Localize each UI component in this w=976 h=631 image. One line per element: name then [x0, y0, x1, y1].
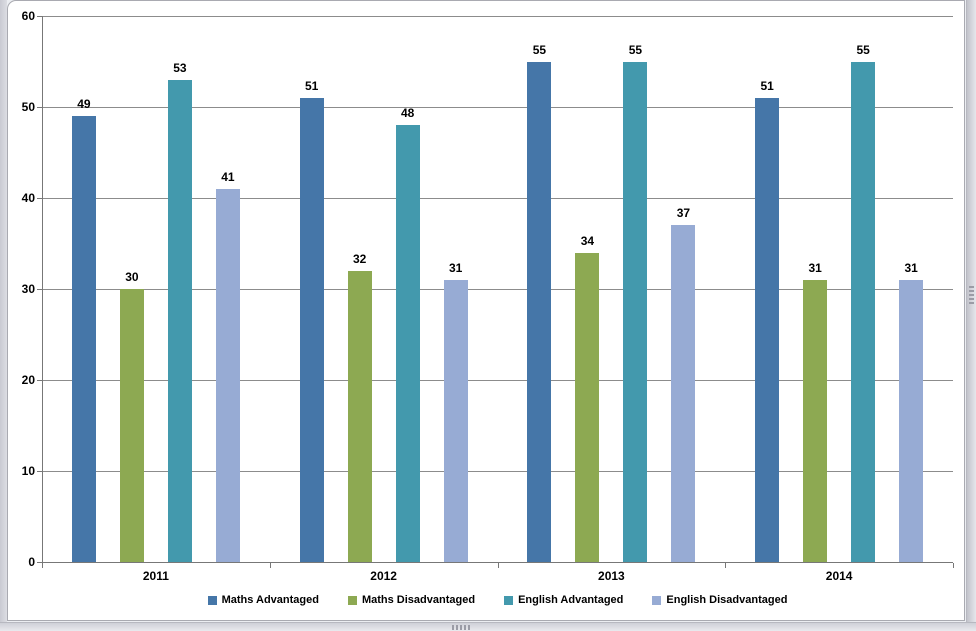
- bar-value-label: 55: [856, 42, 870, 57]
- bar-value-label: 34: [580, 233, 595, 248]
- gridline-y-30: [43, 289, 953, 290]
- bar-value-label: 55: [532, 42, 547, 57]
- legend-label: Maths Disadvantaged: [361, 594, 476, 606]
- category-label-2013: 2013: [598, 569, 625, 583]
- bar-value-label: 51: [304, 78, 319, 93]
- gridline-y-40: [43, 198, 953, 199]
- bar-english-disadvantaged-2011: [215, 188, 240, 562]
- y-axis-label-60: 60: [21, 9, 35, 23]
- gridline-y-50: [43, 107, 953, 108]
- y-axis-line: [42, 16, 43, 563]
- y-axis-tick-20: [37, 380, 42, 381]
- y-axis-tick-60: [37, 16, 42, 17]
- bar-value-label: 31: [904, 260, 918, 275]
- legend-label: English Disadvantaged: [666, 594, 788, 606]
- plot-area: 0 10 20 30 40 50 60 2011 2012 2013 2014 49 51 55 51 30 3…: [8, 1, 964, 620]
- y-axis-label-50: 50: [21, 100, 35, 114]
- y-axis-tick-50: [37, 107, 42, 108]
- bar-value-label: 41: [221, 169, 235, 184]
- bar-english-advantaged-2014: [851, 61, 876, 562]
- legend-swatch-icon: [504, 595, 514, 605]
- bar-maths-advantaged-2011: [71, 116, 96, 562]
- vertical-scrollbar-grip[interactable]: [969, 286, 974, 304]
- bar-maths-advantaged-2012: [299, 97, 324, 562]
- x-axis-line: [42, 562, 953, 563]
- gridline-y-20: [43, 380, 953, 381]
- bar-maths-disadvantaged-2014: [803, 279, 828, 562]
- legend-swatch-icon: [347, 595, 357, 605]
- bar-english-disadvantaged-2014: [899, 279, 924, 562]
- bar-value-label: 48: [400, 106, 415, 121]
- gridline-y-10: [43, 471, 953, 472]
- y-axis-label-30: 30: [21, 282, 35, 296]
- bar-maths-disadvantaged-2013: [575, 252, 600, 562]
- legend-item-english-disadvantaged: English Disadvantaged: [652, 594, 787, 606]
- legend-item-english-advantaged: English Advantaged: [504, 594, 623, 606]
- bar-english-advantaged-2011: [167, 79, 192, 562]
- legend-label: Maths Advantaged: [221, 594, 319, 606]
- bar-maths-advantaged-2014: [755, 97, 780, 562]
- y-axis-tick-0: [37, 562, 42, 563]
- category-label-2012: 2012: [370, 569, 397, 583]
- bar-value-label: 51: [760, 78, 774, 93]
- chart-panel: 0 10 20 30 40 50 60 2011 2012 2013 2014 49 51 55 51 30 3…: [7, 0, 965, 621]
- bar-english-disadvantaged-2012: [443, 279, 468, 562]
- chart-legend: Maths Advantaged Maths Disadvantaged Engli…: [42, 594, 953, 606]
- bar-value-label: 49: [77, 97, 91, 112]
- y-axis-label-40: 40: [21, 191, 35, 205]
- x-axis-tick-1: [269, 563, 271, 568]
- legend-swatch-icon: [652, 595, 662, 605]
- y-axis-tick-30: [37, 289, 42, 290]
- bar-value-label: 31: [448, 260, 463, 275]
- y-axis-tick-10: [37, 471, 42, 472]
- gridline-y-60: [43, 16, 953, 17]
- bar-english-advantaged-2012: [395, 125, 420, 562]
- legend-item-maths-disadvantaged: Maths Disadvantaged: [347, 594, 476, 606]
- bar-value-label: 32: [352, 251, 367, 266]
- y-axis-label-20: 20: [21, 373, 35, 387]
- bar-value-label: 31: [808, 260, 822, 275]
- y-axis-label-10: 10: [21, 464, 35, 478]
- x-axis-tick-4: [953, 563, 954, 568]
- category-label-2011: 2011: [142, 569, 169, 583]
- horizontal-scrollbar[interactable]: [0, 622, 976, 631]
- bar-value-label: 30: [125, 270, 139, 284]
- x-axis-tick-0: [42, 563, 43, 568]
- x-axis-tick-2: [497, 563, 499, 568]
- horizontal-scrollbar-grip[interactable]: [452, 625, 470, 630]
- bar-value-label: 37: [676, 206, 691, 221]
- bar-maths-advantaged-2013: [527, 61, 552, 562]
- vertical-scrollbar[interactable]: [966, 0, 976, 622]
- bar-value-label: 53: [173, 60, 187, 75]
- bar-value-label: 55: [628, 42, 643, 57]
- worksheet-left-gutter: [0, 0, 7, 631]
- x-axis-tick-3: [725, 563, 727, 568]
- legend-swatch-icon: [207, 595, 217, 605]
- bar-maths-disadvantaged-2012: [347, 270, 372, 562]
- bar-english-advantaged-2013: [623, 61, 648, 562]
- bar-maths-disadvantaged-2011: [119, 289, 144, 562]
- legend-item-maths-advantaged: Maths Advantaged: [207, 594, 319, 606]
- bar-english-disadvantaged-2013: [671, 225, 696, 562]
- y-axis-label-0: 0: [28, 555, 35, 569]
- legend-label: English Advantaged: [518, 594, 624, 606]
- category-label-2014: 2014: [825, 569, 853, 583]
- y-axis-tick-40: [37, 198, 42, 199]
